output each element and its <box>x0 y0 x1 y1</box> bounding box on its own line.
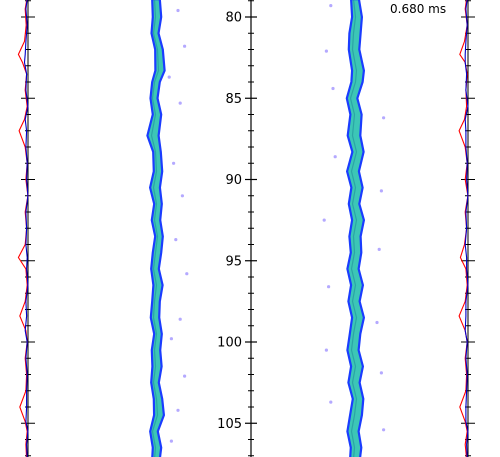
center-axis-tick-label: 90 <box>225 173 242 188</box>
left-jet-droplet <box>169 439 173 443</box>
right-jet-droplet <box>333 155 337 159</box>
left-jet-panel <box>146 0 189 457</box>
right-jet-droplet <box>327 285 331 289</box>
right-jet-droplet <box>382 428 386 432</box>
right-jet-panel <box>322 0 386 457</box>
right-jet-droplet <box>379 371 383 375</box>
right-jet-droplet <box>329 400 333 404</box>
left-jet-droplet <box>180 194 184 198</box>
left-jet-droplet <box>185 272 189 276</box>
center-axis-tick-label: 80 <box>225 11 242 26</box>
right-jet-droplet <box>382 116 386 120</box>
right-profile-trace-blue <box>464 0 469 457</box>
right-jet-core-streak <box>349 0 358 457</box>
center-axis-tick-label: 100 <box>217 336 242 351</box>
left-jet-droplet <box>174 238 178 242</box>
right-jet-droplet <box>329 4 333 8</box>
left-jet-droplet <box>183 44 187 48</box>
left-jet-droplet <box>176 8 180 13</box>
center-axis-tick-label: 95 <box>225 254 242 269</box>
right-jet-droplet <box>331 86 335 91</box>
right-jet-droplet <box>379 189 383 193</box>
left-jet-droplet <box>169 337 173 341</box>
left-jet-droplet <box>176 408 180 412</box>
center-axis-tick-label: 105 <box>217 417 242 432</box>
right-jet-droplet <box>324 348 328 352</box>
left-jet-core-streak <box>150 0 160 457</box>
right-jet-droplet <box>377 247 381 251</box>
center-y-axis: 80 85 90 95 100 105 <box>217 0 257 457</box>
left-jet-droplet <box>178 101 182 105</box>
right-jet-droplet <box>322 218 326 222</box>
left-jet-droplet <box>172 161 176 165</box>
time-stamp-label: 0.680 ms <box>390 2 446 16</box>
left-profile-trace-blue <box>23 0 29 457</box>
left-jet-droplet <box>183 374 187 378</box>
left-jet-droplet <box>178 317 182 321</box>
right-jet-droplet <box>375 320 379 325</box>
left-jet-droplet <box>167 75 171 79</box>
right-jet-droplet <box>324 49 328 53</box>
left-profile-panel <box>17 0 35 457</box>
center-axis-tick-label: 85 <box>225 92 242 107</box>
right-profile-panel <box>458 0 475 457</box>
